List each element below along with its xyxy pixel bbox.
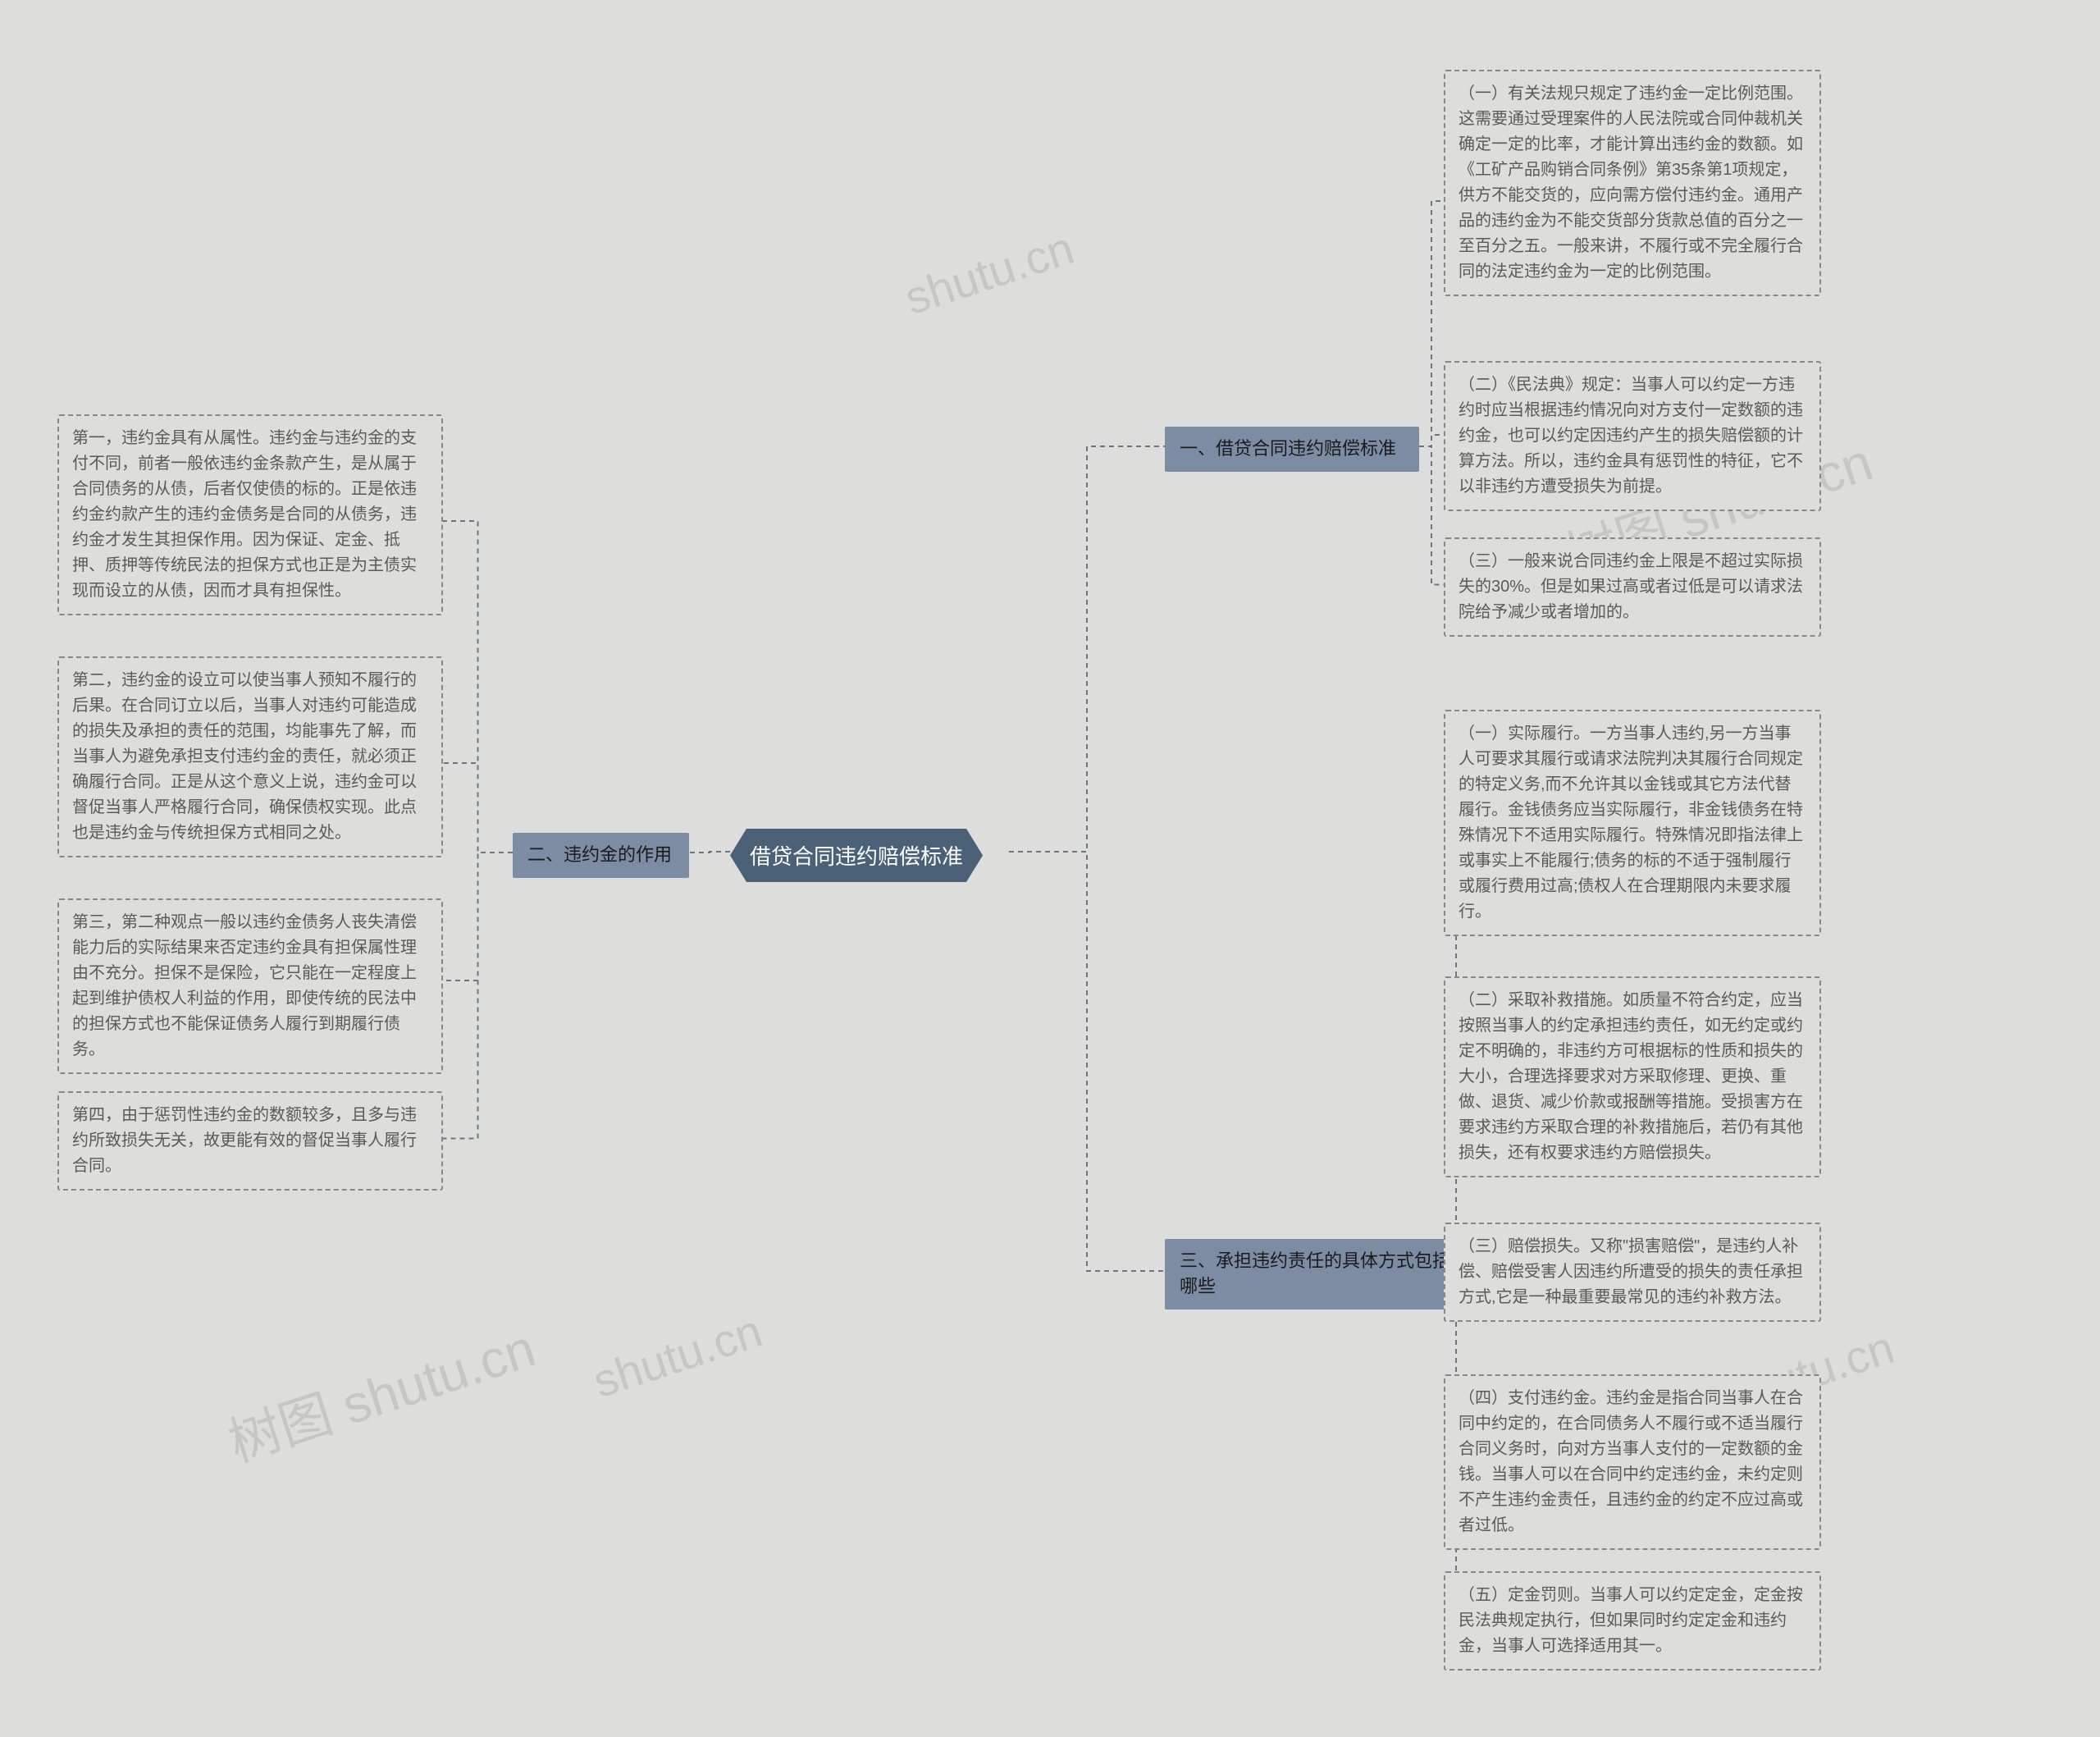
leaf-node[interactable]: （二）《民法典》规定：当事人可以约定一方违约时应当根据违约情况向对方支付一定数额…	[1444, 361, 1821, 511]
root-node[interactable]: 借贷合同违约赔偿标准	[730, 829, 983, 882]
leaf-node[interactable]: （四）支付违约金。违约金是指合同当事人在合同中约定的，在合同债务人不履行或不适当…	[1444, 1374, 1821, 1550]
leaf-node[interactable]: 第二，违约金的设立可以使当事人预知不履行的后果。在合同订立以后，当事人对违约可能…	[57, 656, 443, 857]
leaf-node[interactable]: （一）实际履行。一方当事人违约,另一方当事人可要求其履行或请求法院判决其履行合同…	[1444, 710, 1821, 936]
leaf-node[interactable]: （二）采取补救措施。如质量不符合约定，应当按照当事人的约定承担违约责任，如无约定…	[1444, 976, 1821, 1177]
leaf-node[interactable]: 第三，第二种观点一般以违约金债务人丧失清偿能力后的实际结果来否定违约金具有担保属…	[57, 898, 443, 1074]
mindmap-canvas: 树图 shutu.cn树图 shutu.cnshutu.cnshutu.cnsh…	[0, 0, 2100, 1737]
leaf-node[interactable]: （三）赔偿损失。又称"损害赔偿"，是违约人补偿、赔偿受害人因违约所遭受的损失的责…	[1444, 1223, 1821, 1322]
watermark: shutu.cn	[898, 221, 1080, 325]
leaf-node[interactable]: （一）有关法规只规定了违约金一定比例范围。这需要通过受理案件的人民法院或合同仲裁…	[1444, 70, 1821, 296]
watermark: 树图 shutu.cn	[217, 1306, 543, 1476]
watermark: shutu.cn	[587, 1304, 768, 1408]
branch-node[interactable]: 三、承担违约责任的具体方式包括哪些	[1165, 1239, 1468, 1310]
leaf-node[interactable]: （三）一般来说合同违约金上限是不超过实际损失的30%。但是如果过高或者过低是可以…	[1444, 537, 1821, 637]
leaf-node[interactable]: 第四，由于惩罚性违约金的数额较多，且多与违约所致损失无关，故更能有效的督促当事人…	[57, 1091, 443, 1191]
leaf-node[interactable]: （五）定金罚则。当事人可以约定定金，定金按民法典规定执行，但如果同时约定定金和违…	[1444, 1571, 1821, 1671]
branch-node[interactable]: 一、借贷合同违约赔偿标准	[1165, 427, 1419, 472]
branch-node[interactable]: 二、违约金的作用	[513, 833, 689, 878]
leaf-node[interactable]: 第一，违约金具有从属性。违约金与违约金的支付不同，前者一般依违约金条款产生，是从…	[57, 414, 443, 615]
